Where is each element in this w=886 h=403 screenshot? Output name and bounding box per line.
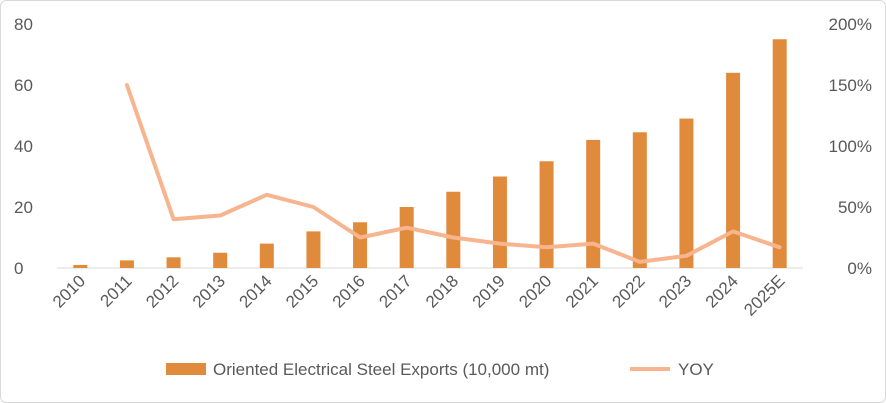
x-axis-ticks: 2010 2011 2012 2013 2014 2015 2016 2017 2018 2019…	[49, 271, 789, 319]
bar	[726, 72, 741, 268]
bar	[632, 132, 647, 268]
right-axis-ticks: 0% 50% 100% 150% 200%	[829, 15, 872, 278]
right-tick-label: 200%	[829, 15, 872, 34]
left-axis-ticks: 0 20 40 60 80	[14, 15, 33, 278]
yoy-line	[124, 83, 782, 264]
x-tick-label: 2023	[655, 271, 695, 311]
bar	[399, 207, 414, 268]
right-tick-label: 0%	[847, 259, 872, 278]
x-tick-label: 2013	[189, 271, 229, 311]
yoy-line-series	[124, 83, 782, 264]
x-tick-label: 2024	[702, 271, 742, 311]
legend-line-label: YOY	[678, 360, 714, 379]
x-tick-label: 2020	[515, 271, 555, 311]
left-tick-label: 20	[14, 198, 33, 217]
bar	[213, 252, 228, 268]
left-tick-label: 60	[14, 76, 33, 95]
x-tick-label: 2019	[469, 271, 509, 311]
x-tick-label: 2012	[142, 271, 182, 311]
x-tick-label: 2015	[282, 271, 322, 311]
left-tick-label: 80	[14, 15, 33, 34]
right-tick-label: 50%	[838, 198, 872, 217]
x-tick-label: 2010	[49, 271, 89, 311]
left-tick-label: 40	[14, 137, 33, 156]
right-tick-label: 150%	[829, 76, 872, 95]
bar	[679, 118, 694, 268]
x-tick-label: 2022	[608, 271, 648, 311]
bar	[306, 231, 321, 268]
bar	[772, 39, 787, 268]
bar	[166, 257, 181, 268]
bar	[539, 161, 554, 268]
x-tick-label: 2025E	[740, 271, 788, 319]
legend: Oriented Electrical Steel Exports (10,00…	[166, 360, 714, 379]
bar	[119, 260, 134, 268]
right-tick-label: 100%	[829, 137, 872, 156]
bar	[353, 222, 368, 268]
bar	[73, 264, 88, 268]
x-tick-label: 2021	[562, 271, 602, 311]
bar	[586, 139, 601, 268]
bar	[259, 243, 274, 268]
x-tick-label: 2011	[96, 271, 135, 310]
bar	[492, 176, 507, 268]
legend-bar-swatch	[166, 363, 206, 375]
x-tick-label: 2017	[375, 271, 415, 311]
x-tick-label: 2018	[422, 271, 462, 311]
bar	[446, 191, 461, 268]
x-tick-label: 2016	[329, 271, 369, 311]
x-tick-label: 2014	[235, 271, 275, 311]
left-tick-label: 0	[14, 259, 23, 278]
legend-bar-label: Oriented Electrical Steel Exports (10,00…	[213, 360, 549, 379]
